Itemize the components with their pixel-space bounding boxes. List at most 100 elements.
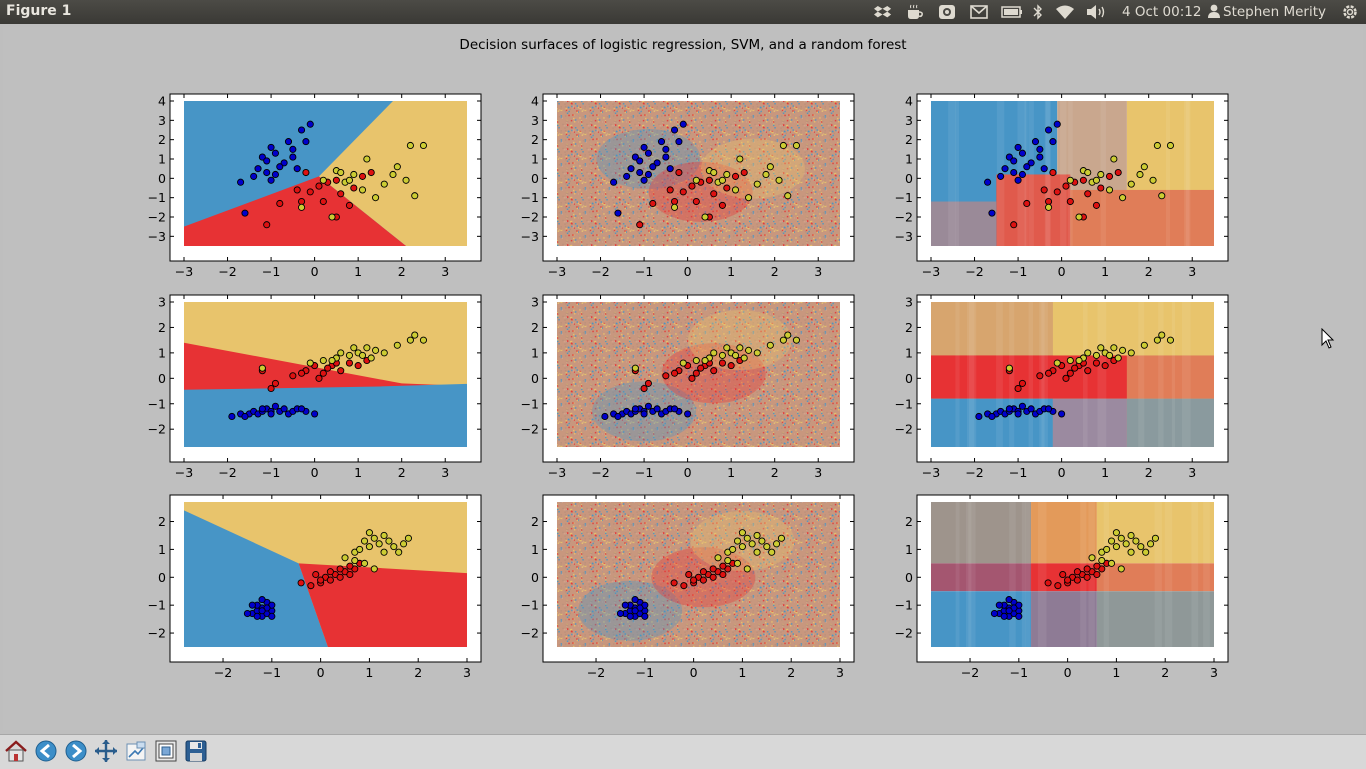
scatter-point-class1 [298,197,306,206]
scatter-point-class1 [1092,201,1100,209]
scatter-point-class2 [775,176,783,184]
scatter-point-class0 [241,412,249,421]
scatter-point-class1 [1053,188,1061,196]
scatter-point-class1 [1049,168,1057,177]
scatter-point-class2 [385,537,393,545]
x-tick-label: 0 [690,665,698,680]
scatter-point-class0 [243,609,251,618]
user-name[interactable]: Stephen Merity [1208,4,1326,22]
scatter-point-class1 [671,197,679,206]
scatter-point-class0 [657,138,666,146]
scatter-point-class2 [1166,336,1175,344]
scatter-point-class2 [762,170,770,179]
forward-button[interactable] [63,738,89,764]
x-tick-label: 1 [354,465,362,480]
x-tick-label: −1 [635,465,653,480]
scatter-point-class2 [350,170,358,179]
scatter-point-class2 [1117,565,1125,573]
scatter-point-class0 [271,402,279,410]
x-tick-label: −2 [591,264,609,279]
battery-icon[interactable] [1000,0,1024,24]
scatter-point-class2 [731,351,740,359]
messaging-icon[interactable] [936,0,958,24]
scatter-point-class2 [404,534,412,542]
scatter-point-class1 [1105,172,1114,180]
scatter-point-class2 [1136,170,1144,179]
scatter-point-class2 [360,537,369,545]
zoom-button[interactable] [123,738,149,764]
y-tick-label: 0 [531,570,539,585]
scatter-point-class2 [337,168,345,177]
subplot-r2c1: −3 −2 −1 0 1 2 3 −2 −1 0 1 2 3 [148,294,482,480]
volume-icon[interactable] [1085,0,1109,24]
y-tick-label: 1 [905,345,913,360]
subplots-button[interactable] [153,738,179,764]
scatter-point-class2 [1137,543,1145,551]
scatter-point-class2 [733,559,742,567]
scatter-point-class0 [666,165,674,173]
scatter-point-class1 [289,372,297,380]
x-tick-label: 1 [1112,665,1120,680]
home-button[interactable] [3,738,29,764]
x-tick-label: −1 [263,665,281,680]
scatter-point-class1 [710,367,718,375]
x-tick-label: 2 [398,264,406,279]
scatter-point-class2 [1066,356,1074,365]
scatter-point-class2 [258,364,266,372]
y-tick-label: 2 [905,320,913,335]
scatter-point-class2 [406,336,414,344]
region-class1 [298,563,467,647]
scatter-point-class2 [1075,213,1083,221]
scatter-point-class0 [1058,410,1066,418]
scatter-point-class1 [1083,565,1091,573]
scatter-point-class0 [631,153,639,161]
scatter-point-class2 [779,336,787,344]
scatter-point-class2 [784,331,792,339]
scatter-point-class1 [666,186,674,194]
mail-icon[interactable] [968,0,990,24]
region-stripe [1097,302,1107,447]
scatter-point-class0 [641,612,649,620]
figure-svg[interactable]: Decision surfaces of logistic regression… [3,27,1363,730]
y-tick-label: 1 [531,152,539,167]
scatter-point-class2 [710,349,718,357]
back-button[interactable] [33,738,59,764]
zoom-rect-icon [126,741,146,761]
bluetooth-icon[interactable] [1030,0,1046,24]
scatter-point-class0 [1027,159,1035,167]
coffee-cup-icon[interactable] [904,0,926,24]
scatter-point-class2 [319,356,327,365]
save-button[interactable] [183,738,209,764]
scatter-point-class0 [990,609,998,618]
scatter-point-class2 [1097,344,1105,352]
scatter-point-class2 [1127,180,1135,188]
y-tick-label: 3 [531,113,539,128]
y-tick-label: −1 [895,396,913,411]
subplot-r2c2: −3 −2 −1 0 1 2 3 −2 −1 0 1 2 3 [521,294,855,480]
scatter-point-class1 [267,384,275,393]
figure-canvas[interactable]: Decision surfaces of logistic regression… [3,27,1363,730]
y-tick-label: 1 [158,152,166,167]
dropbox-icon[interactable] [872,0,894,24]
region-cloud [700,138,805,199]
scatter-point-class2 [692,176,700,184]
scatter-point-class1 [298,369,306,377]
y-tick-label: −1 [895,598,913,613]
pan-button[interactable] [93,738,119,764]
clock[interactable]: 4 Oct 00:12 [1122,4,1202,20]
region-stripe [996,302,1003,447]
scatter-point-class0 [250,172,258,180]
y-tick-label: 3 [158,113,166,128]
scatter-point-class2 [1117,534,1125,542]
power-gear-icon[interactable] [1338,0,1362,24]
scatter-point-class2 [692,356,700,365]
scatter-point-class1 [336,573,344,581]
y-tick-label: 2 [158,320,166,335]
wifi-icon[interactable] [1054,0,1076,24]
scatter-point-class0 [1005,405,1013,413]
region-stripe [1044,101,1051,246]
scatter-point-class1 [662,372,670,380]
scatter-point-class2 [1110,344,1118,352]
scatter-point-class2 [1092,351,1100,359]
scatter-point-class1 [1010,221,1018,229]
